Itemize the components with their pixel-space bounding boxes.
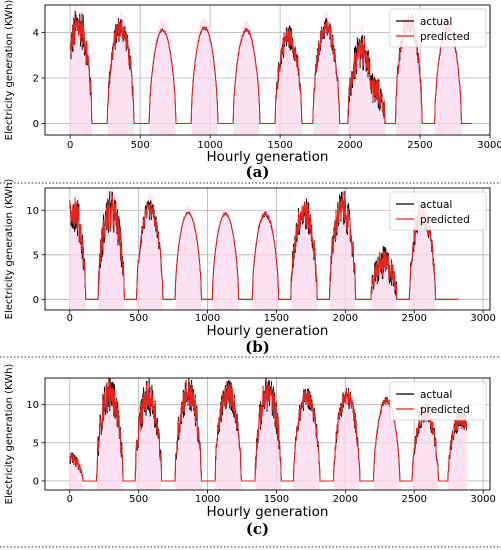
x-tick-label: 3000	[470, 313, 495, 324]
x-tick-label: 1000	[195, 313, 220, 324]
legend-label-predicted: predicted	[420, 404, 470, 416]
legend-label-actual: actual	[420, 16, 452, 28]
chart-panel-c: 0 500 1000 1500 2000 2500 3000 0 5 10 Hourly gener…	[0, 364, 501, 548]
x-axis-label: Hourly generation	[207, 149, 329, 165]
x-tick-label: 1500	[264, 313, 289, 324]
y-tick-label: 4	[33, 28, 39, 39]
y-tick-label: 10	[26, 400, 39, 411]
x-tick-label: 1000	[197, 140, 222, 151]
panel-label: (c)	[246, 520, 269, 538]
x-tick-label: 1500	[267, 140, 292, 151]
y-axis-label: Electricity generation (KWh)	[4, 364, 15, 505]
legend-box	[389, 381, 487, 421]
x-tick-label: 500	[131, 140, 150, 151]
x-axis-label: Hourly generation	[207, 504, 329, 520]
y-tick-label: 5	[33, 250, 39, 261]
x-tick-label: 2500	[407, 140, 432, 151]
y-tick-label: 5	[33, 438, 39, 449]
x-tick-label: 3000	[470, 494, 495, 505]
x-tick-label: 2500	[401, 494, 426, 505]
axes-frame	[44, 187, 491, 311]
panel-label: (a)	[246, 163, 270, 181]
y-axis-label: Electricity generation (KWh)	[4, 0, 15, 140]
legend-label-predicted: predicted	[420, 214, 470, 226]
axes-frame	[44, 377, 491, 491]
x-tick-label: 2500	[401, 313, 426, 324]
x-tick-label: 3000	[477, 140, 501, 151]
y-tick-label: 0	[33, 295, 39, 306]
y-axis-label: Electricity generation (KWh)	[4, 179, 15, 320]
axes-frame	[44, 4, 491, 136]
chart-panel-a: 0 500 1000 1500 2000 2500 3000 0 2 4 Hourly genera…	[0, 0, 501, 184]
y-tick-label: 2	[33, 73, 39, 84]
x-tick-label: 2000	[333, 494, 358, 505]
legend-label-actual: actual	[420, 199, 452, 211]
x-tick-label: 500	[129, 494, 148, 505]
x-tick-label: 1500	[264, 494, 289, 505]
legend-label-actual: actual	[420, 389, 452, 401]
series-predicted	[69, 193, 459, 300]
x-tick-label: 500	[129, 313, 148, 324]
x-tick-label: 0	[67, 313, 73, 324]
y-tick-label: 0	[33, 476, 39, 487]
series-predicted	[69, 378, 468, 482]
y-tick-label: 0	[33, 119, 39, 130]
x-tick-label: 1000	[195, 494, 220, 505]
x-axis-label: Hourly generation	[207, 323, 329, 339]
panel-label: (b)	[245, 338, 270, 356]
y-tick-label: 10	[26, 206, 39, 217]
x-tick-label: 0	[67, 140, 73, 151]
x-tick-label: 2000	[333, 313, 358, 324]
x-tick-label: 0	[67, 494, 73, 505]
legend-box	[389, 191, 487, 231]
chart-panel-b: 0 500 1000 1500 2000 2500 3000 0 5 10 Hourly gener…	[0, 179, 501, 358]
plot-area	[68, 188, 459, 310]
legend-label-predicted: predicted	[420, 31, 470, 43]
x-tick-label: 2000	[337, 140, 362, 151]
legend-box	[389, 8, 487, 48]
